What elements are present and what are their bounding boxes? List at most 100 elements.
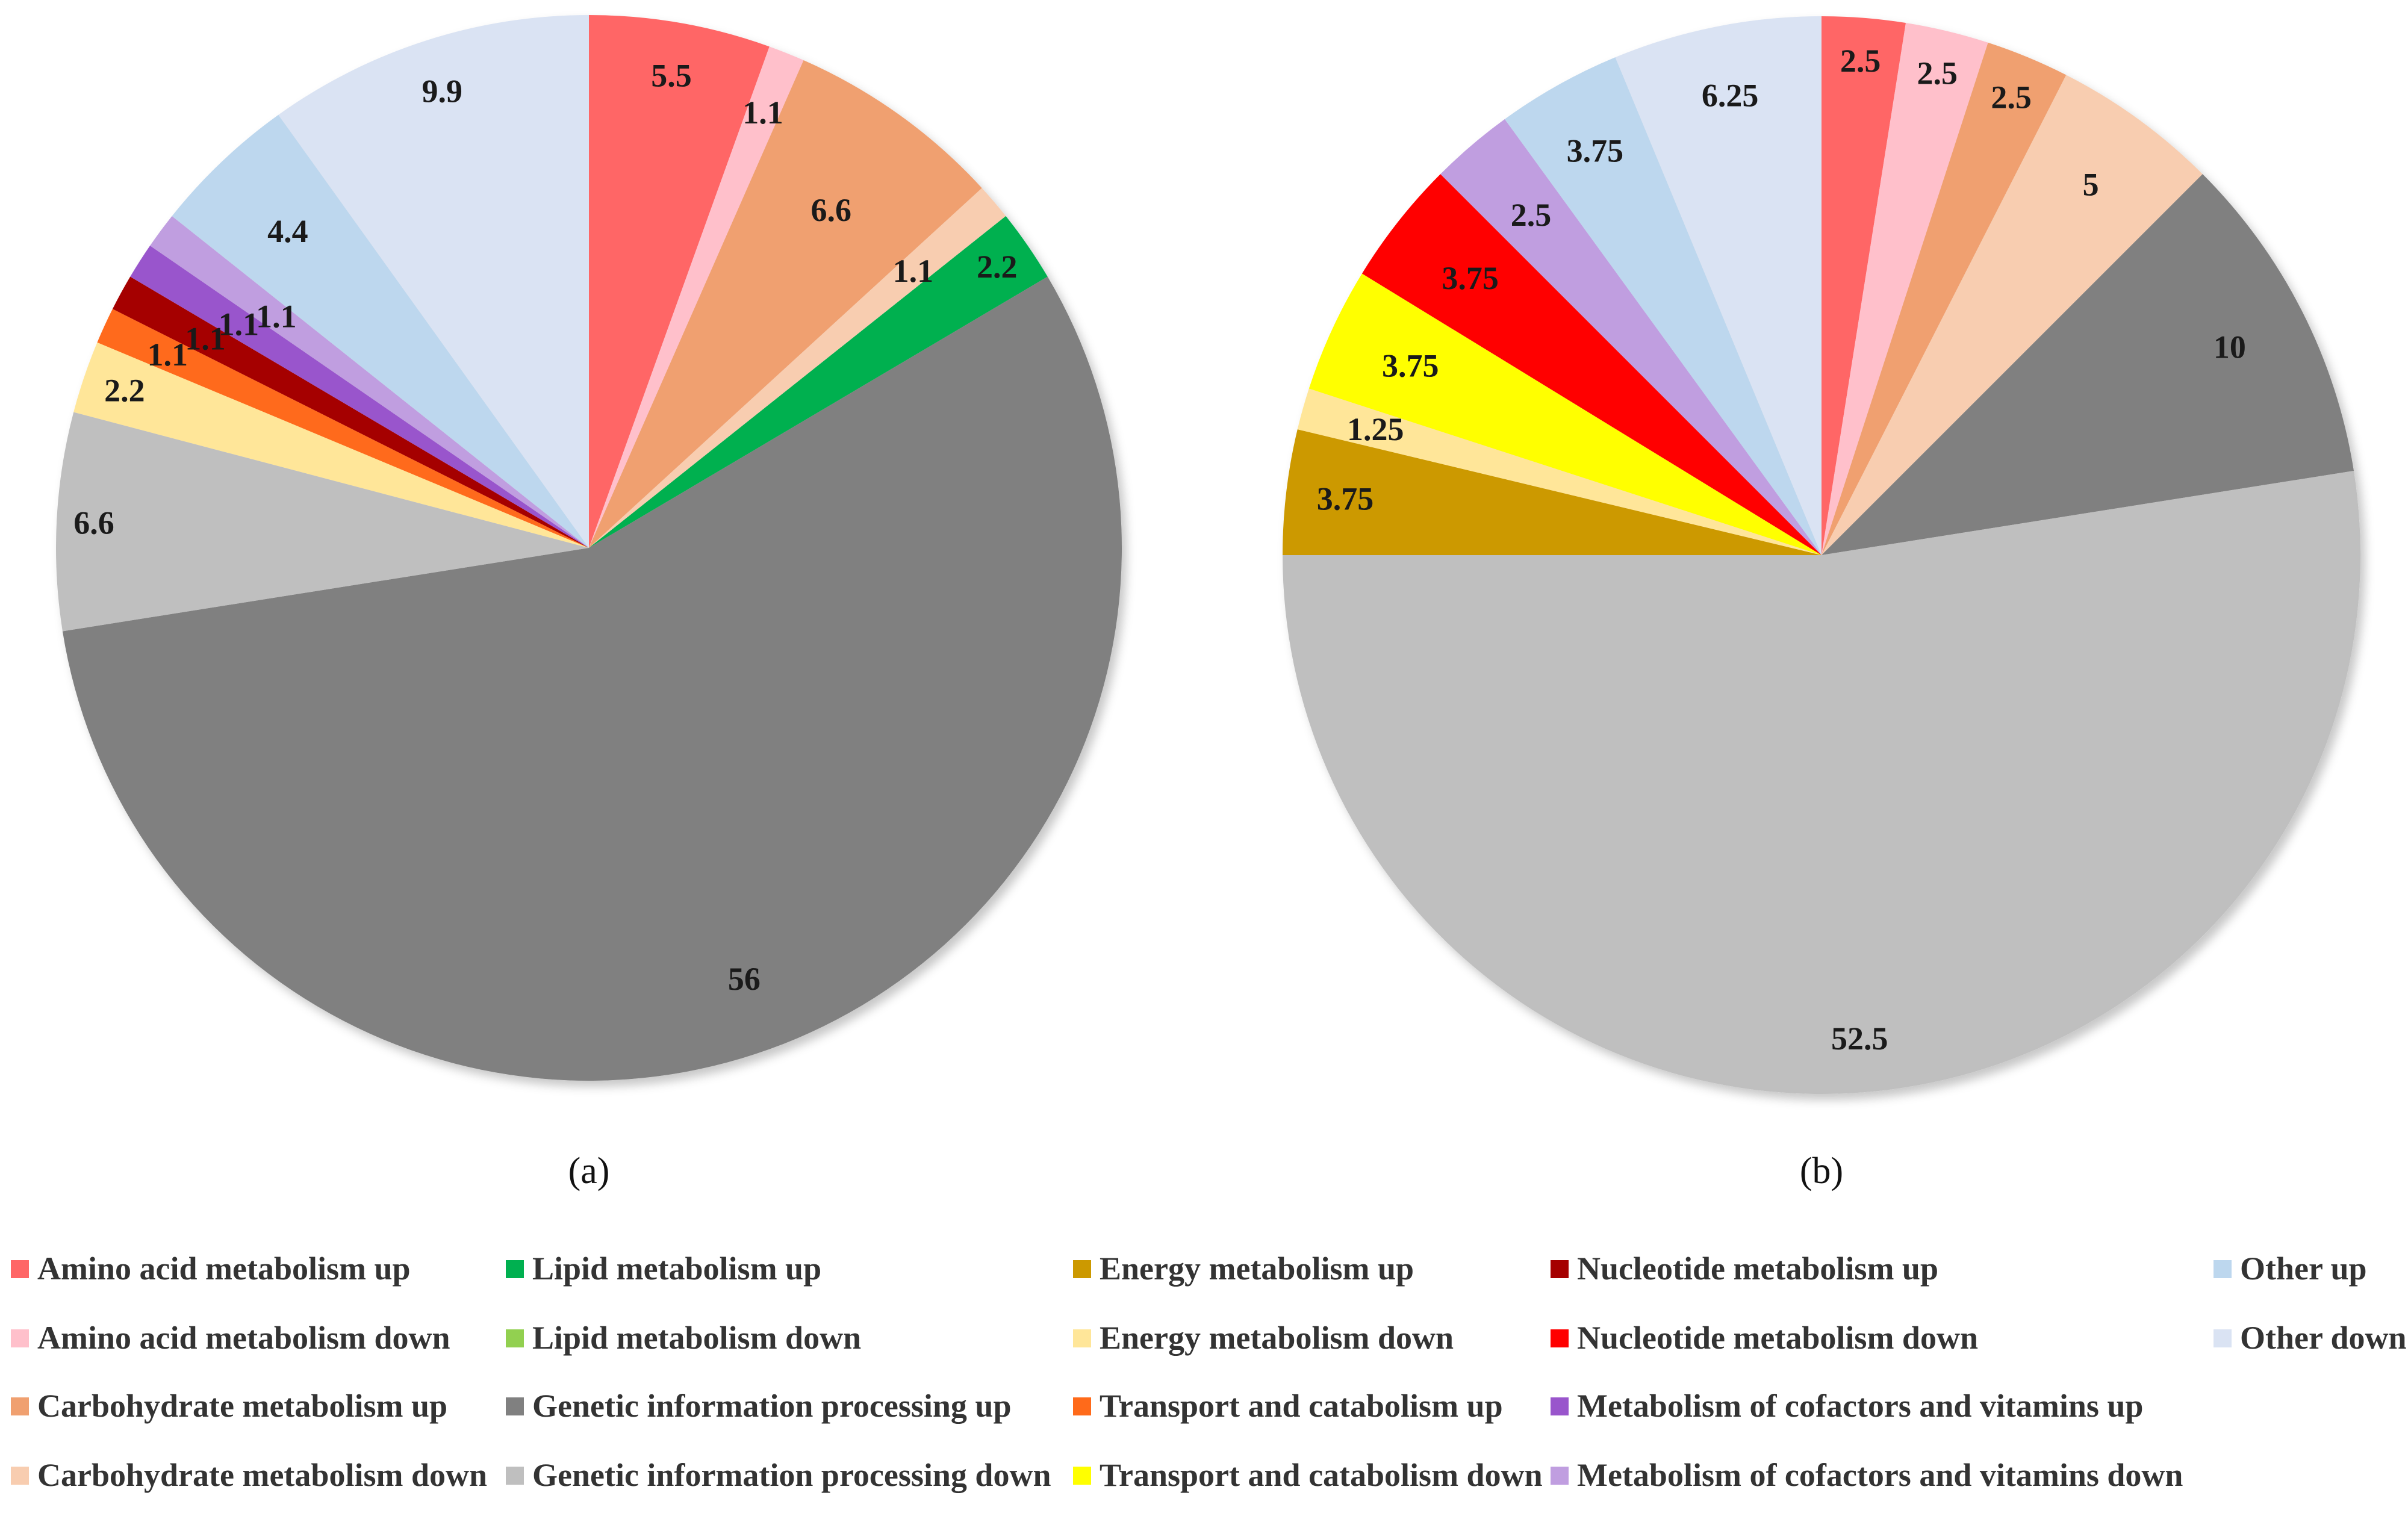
pie-b-slice-amino-acid-metabolism-down	[1822, 23, 1988, 556]
pie-b-slice-other-down	[1615, 16, 1822, 555]
pie-chart-a	[55, 15, 1122, 1081]
pie-a-data-label-other-down: 9.9	[422, 73, 462, 110]
panel-label-a: (a)	[568, 1151, 610, 1191]
legend-label: Amino acid metabolism up	[37, 1250, 411, 1287]
pie-b-slice-other-up	[1504, 57, 1822, 556]
pie-a-slice-other-up	[172, 114, 590, 548]
pie-a-slice-amino-acid-metabolism-down	[589, 46, 804, 548]
legend-label: Energy metabolism up	[1100, 1250, 1414, 1287]
legend-swatch	[1073, 1260, 1091, 1278]
pie-a-slice-energy-metabolism-down	[73, 342, 590, 548]
legend-item-genetic-information-processing-down: Genetic information processing down	[506, 1457, 1051, 1493]
pie-a-data-label-amino-acid-metabolism-down: 1.1	[742, 95, 783, 131]
legend-label: Transport and catabolism up	[1100, 1388, 1503, 1424]
legend-swatch	[2214, 1329, 2232, 1347]
legend-label: Energy metabolism down	[1100, 1320, 1454, 1356]
legend-label: Carbohydrate metabolism down	[37, 1457, 487, 1493]
pie-b-data-label-transport-and-catabolism-down: 3.75	[1382, 347, 1439, 384]
pie-b-slice-energy-metabolism-up	[1283, 429, 1822, 555]
legend-label: Metabolism of cofactors and vitamins up	[1577, 1388, 2143, 1424]
legend: Amino acid metabolism up Amino acid metab…	[11, 1250, 2407, 1493]
pie-a-data-label-other-up: 4.4	[267, 213, 308, 249]
pie-b-data-label-genetic-information-processing-down: 52.5	[1831, 1021, 1888, 1057]
pie-b-slice-metabolism-of-cofactors-and-vitamins-down	[1440, 119, 1822, 555]
legend-item-carbohydrate-metabolism-up: Carbohydrate metabolism up	[11, 1388, 447, 1424]
legend-swatch	[1073, 1329, 1091, 1347]
pie-a-slice-lipid-metabolism-up	[589, 216, 1048, 548]
legend-label: Other up	[2240, 1250, 2367, 1287]
legend-label: Amino acid metabolism down	[37, 1320, 450, 1356]
legend-item-genetic-information-processing-up: Genetic information processing up	[506, 1388, 1012, 1424]
legend-swatch	[11, 1260, 29, 1278]
legend-swatch	[1551, 1329, 1569, 1347]
legend-swatch	[11, 1329, 29, 1347]
pie-a-slice-genetic-information-processing-down	[55, 412, 589, 632]
pie-a-slice-nucleotide-metabolism-up	[112, 276, 590, 548]
pie-b-slice-nucleotide-metabolism-down	[1361, 174, 1822, 556]
pie-a-slice-metabolism-of-cofactors-and-vitamins-down	[150, 216, 589, 548]
pie-a-data-label-transport-and-catabolism-up: 1.1	[148, 337, 188, 373]
pie-a-data-label-carbohydrate-metabolism-down: 1.1	[893, 253, 934, 289]
legend-item-lipid-metabolism-down: Lipid metabolism down	[506, 1320, 861, 1356]
pie-a-slice-transport-and-catabolism-up	[97, 309, 589, 548]
legend-label: Lipid metabolism down	[532, 1320, 861, 1356]
pie-a-data-label-energy-metabolism-down: 2.2	[104, 373, 145, 409]
pie-b-data-label-carbohydrate-metabolism-down: 5	[2083, 167, 2099, 203]
legend-item-amino-acid-metabolism-up: Amino acid metabolism up	[11, 1250, 411, 1287]
legend-item-energy-metabolism-down: Energy metabolism down	[1073, 1320, 1454, 1356]
pie-a-data-label-amino-acid-metabolism-up: 5.5	[651, 57, 692, 93]
legend-swatch	[506, 1397, 524, 1415]
pie-b-slice-energy-metabolism-down	[1297, 388, 1822, 555]
legend-swatch	[506, 1260, 524, 1278]
pie-b-data-label-carbohydrate-metabolism-up: 2.5	[1991, 79, 2032, 115]
legend-swatch	[11, 1397, 29, 1415]
legend-item-amino-acid-metabolism-down: Amino acid metabolism down	[11, 1320, 450, 1356]
legend-item-metabolism-of-cofactors-and-vitamins-up: Metabolism of cofactors and vitamins up	[1551, 1388, 2143, 1424]
pie-a-slice-metabolism-of-cofactors-and-vitamins-up	[130, 245, 590, 548]
legend-swatch	[1073, 1397, 1091, 1415]
pie-a-slice-carbohydrate-metabolism-down	[589, 188, 1006, 548]
legend-label: Nucleotide metabolism down	[1577, 1320, 1978, 1356]
pie-a-slice-other-down	[278, 15, 589, 548]
panel-label-b: (b)	[1800, 1151, 1843, 1191]
pie-b-slice-transport-and-catabolism-down	[1308, 273, 1822, 555]
legend-item-nucleotide-metabolism-down: Nucleotide metabolism down	[1551, 1320, 1978, 1356]
legend-swatch	[1551, 1467, 1569, 1485]
pie-a-data-label-carbohydrate-metabolism-up: 6.6	[810, 192, 851, 228]
pie-b-data-label-amino-acid-metabolism-down: 2.5	[1917, 55, 1958, 91]
pie-chart-b-labels: 2.5 2.5 2.5 5 10 52.5 3.75 1.25 3.75 3.75 2.5 3.75 6…	[1317, 43, 2246, 1057]
pie-a-data-label-genetic-information-processing-down: 6.6	[73, 505, 114, 541]
legend-swatch	[1073, 1467, 1091, 1485]
pie-b-slice-carbohydrate-metabolism-up	[1822, 42, 2067, 555]
pie-a-slice-genetic-information-processing-up	[62, 276, 1122, 1081]
pie-a-data-label-genetic-information-processing-up: 56	[728, 961, 761, 997]
pie-b-data-label-nucleotide-metabolism-down: 3.75	[1442, 260, 1499, 296]
legend-item-nucleotide-metabolism-up: Nucleotide metabolism up	[1551, 1250, 1938, 1287]
pie-b-data-label-other-up: 3.75	[1567, 132, 1624, 169]
pie-b-slice-carbohydrate-metabolism-down	[1822, 75, 2203, 555]
legend-item-energy-metabolism-up: Energy metabolism up	[1073, 1250, 1414, 1287]
pie-a-data-label-nucleotide-metabolism-up: 1.1	[185, 320, 226, 356]
pie-a-slice-amino-acid-metabolism-up	[589, 15, 770, 548]
legend-swatch	[1551, 1397, 1569, 1415]
legend-label: Lipid metabolism up	[532, 1250, 821, 1287]
pie-chart-b	[1283, 16, 2361, 1095]
legend-label: Transport and catabolism down	[1100, 1457, 1543, 1493]
legend-label: Metabolism of cofactors and vitamins dow…	[1577, 1457, 2183, 1493]
legend-item-carbohydrate-metabolism-down: Carbohydrate metabolism down	[11, 1457, 487, 1493]
legend-item-other-down: Other down	[2214, 1320, 2407, 1356]
pie-b-slice-genetic-information-processing-up	[1822, 174, 2354, 556]
legend-swatch	[11, 1467, 29, 1485]
pie-a-data-label-metabolism-of-cofactors-and-vitamins-down: 1.1	[256, 298, 297, 334]
legend-label: Carbohydrate metabolism up	[37, 1388, 447, 1424]
legend-item-metabolism-of-cofactors-and-vitamins-down: Metabolism of cofactors and vitamins dow…	[1551, 1457, 2183, 1493]
pie-b-data-label-other-down: 6.25	[1702, 77, 1759, 113]
legend-swatch	[506, 1467, 524, 1485]
legend-label: Nucleotide metabolism up	[1577, 1250, 1938, 1287]
legend-label: Genetic information processing down	[532, 1457, 1051, 1493]
pie-chart-a-labels: 5.51.16.61.1 2.2566.62.21.11.11.11.14.49.…	[73, 57, 1017, 997]
legend-item-transport-and-catabolism-up: Transport and catabolism up	[1073, 1388, 1503, 1424]
pie-b-data-label-energy-metabolism-up: 3.75	[1317, 480, 1374, 517]
legend-item-lipid-metabolism-up: Lipid metabolism up	[506, 1250, 821, 1287]
